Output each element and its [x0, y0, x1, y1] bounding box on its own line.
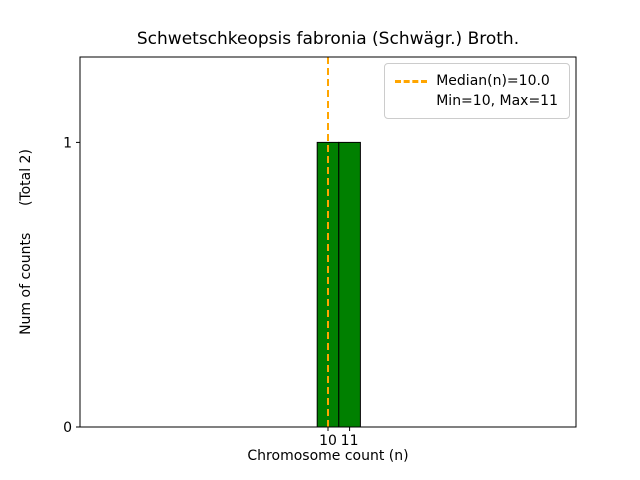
median-dashed-line-swatch	[395, 79, 428, 83]
legend-entry-minmax: Min=10, Max=11	[395, 91, 558, 111]
y-tick-label-0: 0	[63, 420, 72, 436]
legend-entry-median: Median(n)=10.0	[395, 71, 558, 91]
y-tick-label-1: 1	[63, 135, 72, 151]
legend-label-minmax: Min=10, Max=11	[436, 93, 558, 109]
x-tick-label-11: 11	[341, 433, 359, 449]
x-axis-label: Chromosome count (n)	[247, 448, 409, 464]
y-axis-label: Num of counts (Total 2)	[18, 149, 34, 335]
chart-title: Schwetschkeopsis fabronia (Schwägr.) Bro…	[136, 29, 520, 49]
x-tick-label-10: 10	[319, 433, 337, 449]
legend-label-median: Median(n)=10.0	[436, 73, 550, 89]
legend-spacer	[395, 100, 427, 103]
bar-11	[338, 141, 361, 428]
legend: Median(n)=10.0 Min=10, Max=11	[384, 63, 570, 119]
bar-10	[316, 141, 340, 428]
